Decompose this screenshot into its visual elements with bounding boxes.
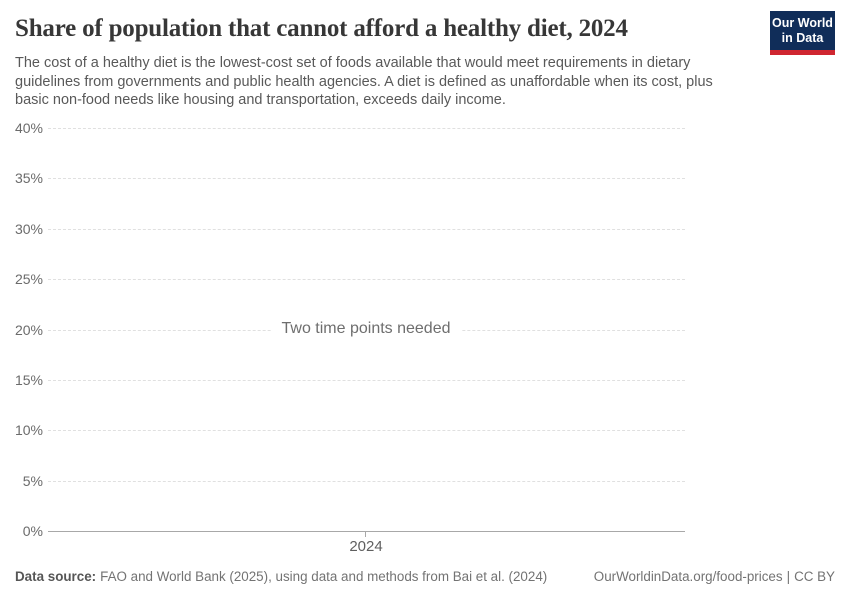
- y-gridline: [48, 430, 685, 432]
- owid-logo-line2: in Data: [781, 31, 824, 45]
- license-label: CC BY: [794, 569, 835, 584]
- y-gridline: [48, 228, 685, 230]
- owid-logo-line1: Our World: [772, 16, 833, 30]
- data-source: Data source: FAO and World Bank (2025), u…: [15, 568, 547, 585]
- y-axis-tick-label: 30%: [14, 220, 43, 237]
- y-gridline: [48, 379, 685, 381]
- data-source-label: Data source:: [15, 569, 97, 584]
- y-gridline: [48, 128, 685, 129]
- y-gridline: [48, 178, 685, 180]
- y-axis-tick-label: 25%: [14, 271, 43, 288]
- x-axis-tick-label: 2024: [349, 538, 383, 555]
- y-axis-tick-label: 15%: [14, 371, 43, 388]
- y-axis-tick-label: 5%: [22, 472, 43, 489]
- attribution: OurWorldinData.org/food-prices | CC BY: [594, 568, 835, 585]
- attribution-link[interactable]: OurWorldinData.org/food-prices: [593, 569, 783, 584]
- owid-logo[interactable]: Our World in Data: [770, 11, 835, 55]
- data-source-text: FAO and World Bank (2025), using data an…: [100, 569, 548, 584]
- x-axis-tick: [365, 531, 366, 537]
- y-gridline: [48, 480, 685, 482]
- chart-title: Share of population that cannot afford a…: [15, 15, 628, 42]
- y-axis-tick-label: 10%: [14, 422, 43, 439]
- empty-chart-message: Two time points needed: [271, 318, 461, 339]
- chart-subtitle: The cost of a healthy diet is the lowest…: [15, 55, 713, 109]
- y-axis-tick-label: 0%: [22, 523, 43, 539]
- y-gridline: [48, 279, 685, 281]
- y-axis-tick-label: 40%: [14, 120, 43, 136]
- x-axis-baseline: [48, 531, 685, 532]
- chart-footer: Data source: FAO and World Bank (2025), u…: [15, 568, 835, 585]
- y-axis-tick-label: 35%: [14, 170, 43, 187]
- attribution-separator: |: [786, 569, 791, 584]
- y-axis-tick-label: 20%: [14, 321, 43, 338]
